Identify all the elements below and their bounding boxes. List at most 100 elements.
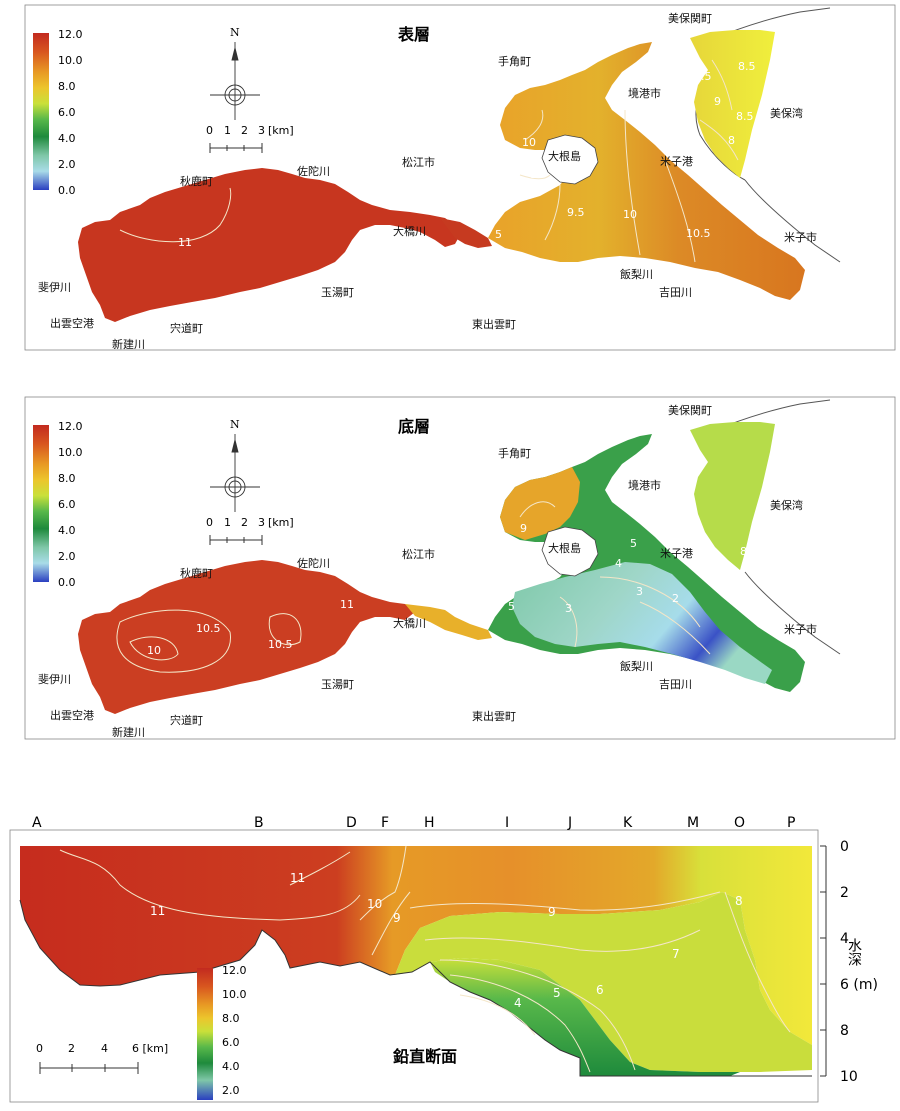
colorbar-tick: 10.0 xyxy=(222,988,247,1001)
colorbar-tick: 8.0 xyxy=(58,80,76,93)
vertical-section-panel: A B D F H I J K M O P 11 11 10 9 9 8 7 xyxy=(0,800,900,1107)
contour-label: 11 xyxy=(178,236,192,249)
station-label: O xyxy=(734,815,745,831)
scale-label: [km] xyxy=(268,516,294,529)
contour-label: 10 xyxy=(623,208,637,221)
scale-bar: 0 2 4 6 [km] xyxy=(36,1042,168,1074)
place-label: 新建川 xyxy=(112,725,145,739)
depth-tick: 0 xyxy=(840,839,849,855)
contour-label: 9 xyxy=(393,911,401,925)
contour-label: 10.5 xyxy=(686,227,711,240)
place-label: 宍道町 xyxy=(170,321,203,335)
coastline xyxy=(744,571,841,655)
place-label: 米子市 xyxy=(784,230,817,244)
surface-map-panel: 11 10 10 9.5 10 10.5 5 8.5 8.5 9 8.5 8 1… xyxy=(0,0,900,352)
section-deep-layer xyxy=(430,958,740,1076)
section-contours xyxy=(59,845,791,1073)
contour-label: 10 xyxy=(522,136,536,149)
depth-axis: 0 2 4 6 (m) 8 10 水深 xyxy=(820,839,878,1085)
nakaumi-center xyxy=(512,562,772,684)
contour-label: 9 xyxy=(548,905,556,919)
colorbar-tick: 2.0 xyxy=(222,1084,240,1097)
place-label: 松江市 xyxy=(402,155,435,169)
contour-label: 10 xyxy=(530,168,544,181)
colorbar-tick: 4.0 xyxy=(222,1060,240,1073)
scale-label: 0 xyxy=(206,516,213,529)
depth-tick: 4 xyxy=(840,931,849,947)
scale-label: 4 xyxy=(101,1042,108,1055)
contour-label: 8 xyxy=(740,545,747,558)
contour-label: 10.5 xyxy=(268,638,293,651)
section-title: 鉛直断面 xyxy=(393,1047,457,1066)
colorbar: 12.0 10.0 8.0 6.0 4.0 2.0 xyxy=(197,964,247,1100)
vertical-section: A B D F H I J K M O P 11 11 10 9 9 8 7 xyxy=(9,815,878,1103)
place-label: 佐陀川 xyxy=(297,164,330,178)
contour-label: 10 xyxy=(367,897,382,911)
bottom-contour-labels: 10.5 10 10.5 11 9 9 5 3 4 3 2 5 8 xyxy=(147,522,747,657)
bottom-place-labels: 美保関町 手角町 境港市 美保湾 松江市 大根島 米子港 秋鹿町 佐陀川 大橋川… xyxy=(38,403,817,739)
station-label: B xyxy=(254,815,264,831)
scale-label: 1 xyxy=(224,124,231,137)
colorbar: 12.0 10.0 8.0 6.0 4.0 2.0 0.0 xyxy=(33,28,83,197)
miho-bay xyxy=(690,422,775,570)
contour-label: 9 xyxy=(522,547,529,560)
contour-label: 2 xyxy=(672,592,679,605)
contour-label: 8 xyxy=(735,894,743,908)
contour-label: 8.5 xyxy=(736,110,754,123)
daikon-island xyxy=(541,526,599,577)
place-label: 吉田川 xyxy=(659,286,692,299)
lake-nakaumi xyxy=(488,42,805,300)
contour-label: 5 xyxy=(553,986,561,1000)
colorbar-tick: 6.0 xyxy=(58,106,76,119)
daikon-island xyxy=(541,134,599,185)
nakaumi-north-lobe xyxy=(500,467,580,540)
lake-shinji xyxy=(78,168,460,322)
station-label: J xyxy=(567,815,572,831)
station-label: I xyxy=(505,815,509,831)
colorbar-tick: 12.0 xyxy=(58,420,83,433)
place-label: 美保関町 xyxy=(668,11,712,25)
contour-label: 11 xyxy=(340,598,354,611)
place-label: 松江市 xyxy=(402,547,435,561)
scale-label: 3 xyxy=(258,516,265,529)
scale-label: 2 xyxy=(241,124,248,137)
contour-label: 8.5 xyxy=(694,70,712,83)
station-labels: A B D F H I J K M O P xyxy=(32,815,795,831)
colorbar-tick: 6.0 xyxy=(222,1036,240,1049)
station-label: M xyxy=(687,815,699,831)
place-label: 玉湯町 xyxy=(321,286,354,299)
place-label: 飯梨川 xyxy=(620,267,653,281)
contour-label: 4 xyxy=(615,557,622,570)
place-label: 手角町 xyxy=(498,54,531,68)
section-frame xyxy=(9,829,819,1103)
place-label: 東出雲町 xyxy=(472,317,516,331)
colorbar-tick: 0.0 xyxy=(58,184,76,197)
place-label: 東出雲町 xyxy=(472,709,516,723)
section-mid-layer xyxy=(395,892,812,1072)
depth-tick: 6 (m) xyxy=(840,977,878,993)
colorbar-tick: 4.0 xyxy=(58,132,76,145)
scale-label: 6 [km] xyxy=(132,1042,168,1055)
bathymetry-outline xyxy=(19,899,812,1077)
section-warm-layer xyxy=(20,846,812,1045)
ohashi-channel xyxy=(405,604,492,640)
scale-label: 2 xyxy=(241,516,248,529)
place-label: 新建川 xyxy=(112,337,145,351)
place-label: 大根島 xyxy=(548,541,581,555)
place-label: 米子港 xyxy=(660,547,693,560)
contour-label: 10.5 xyxy=(196,622,221,635)
bottom-contours xyxy=(116,501,711,673)
colorbar-tick: 10.0 xyxy=(58,54,83,67)
compass-icon xyxy=(210,434,260,512)
coastline xyxy=(744,179,841,263)
north-label: N xyxy=(230,418,240,431)
place-label: 美保湾 xyxy=(770,106,803,120)
station-label: H xyxy=(424,815,435,831)
place-label: 秋鹿町 xyxy=(180,566,213,580)
place-label: 斐伊川 xyxy=(38,281,71,294)
place-label: 宍道町 xyxy=(170,713,203,727)
map-frame xyxy=(24,396,896,740)
contour-label: 11 xyxy=(290,871,305,885)
miho-bay xyxy=(690,30,775,178)
station-label: D xyxy=(346,815,357,831)
